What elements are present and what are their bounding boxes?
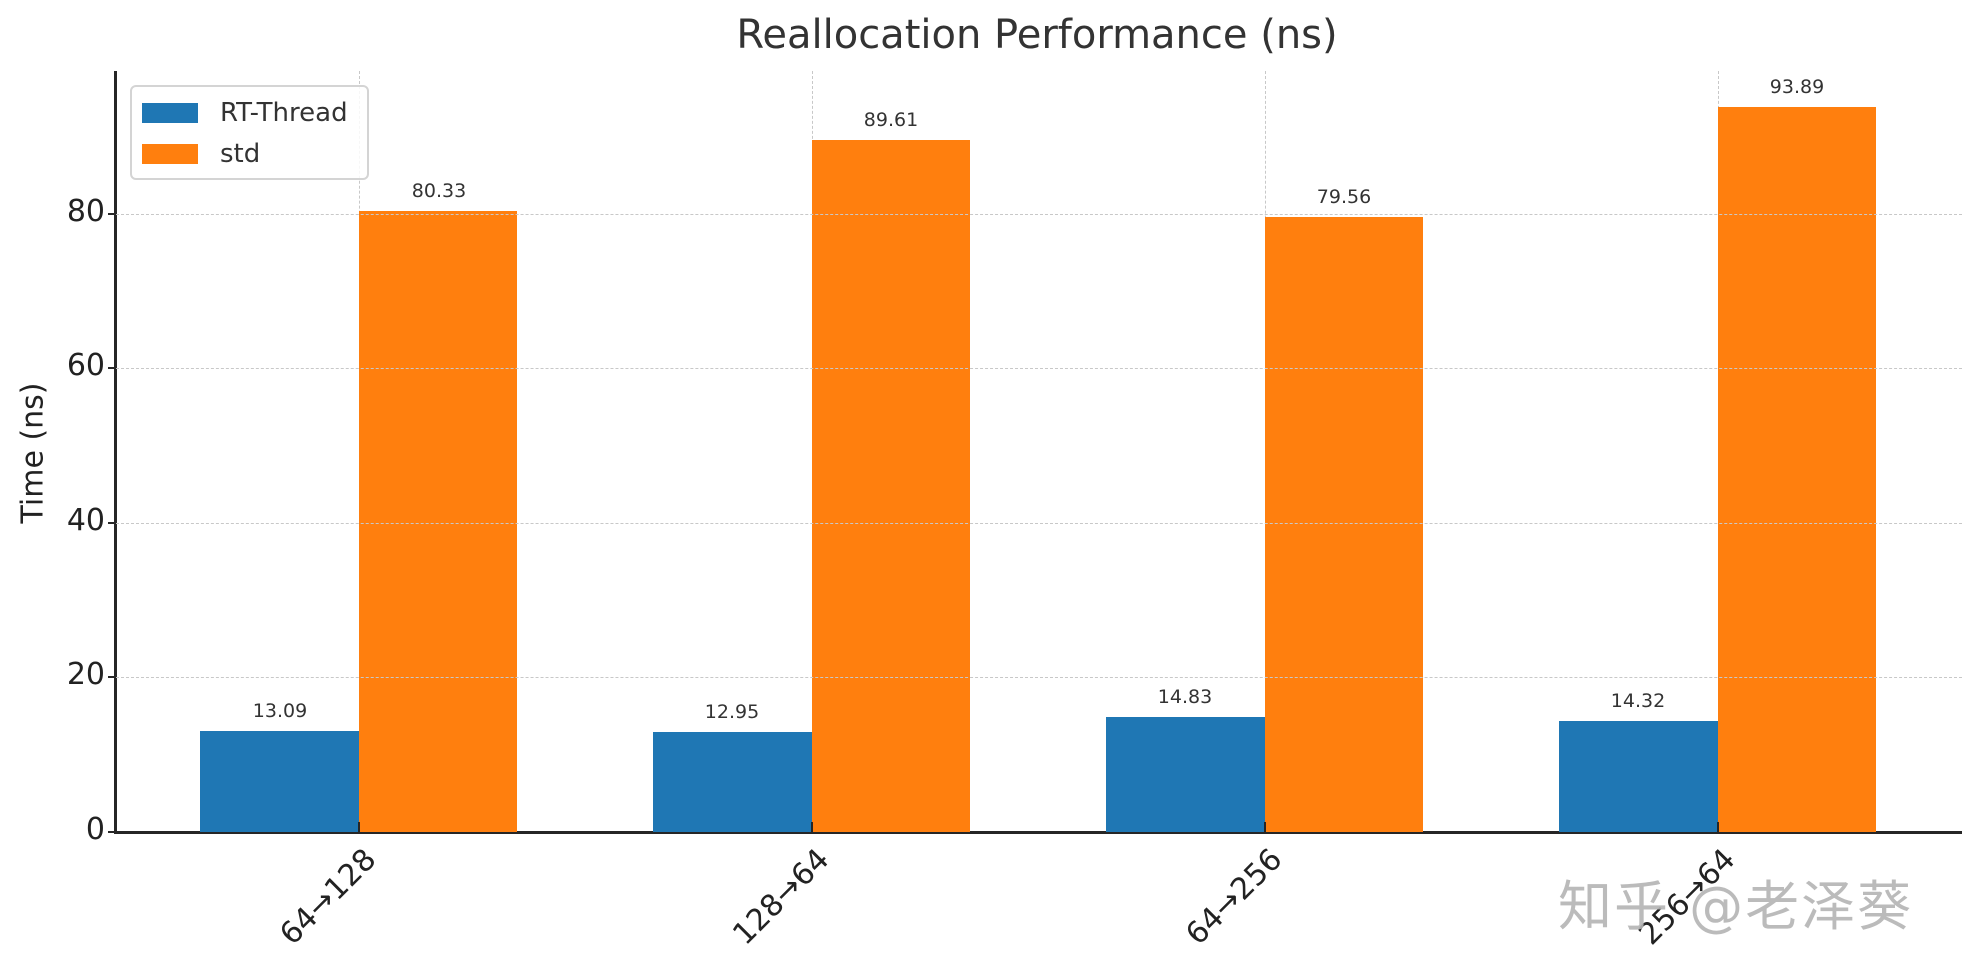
bar-std-256-64 xyxy=(1718,107,1876,832)
x-axis xyxy=(114,831,1962,834)
gridline-y-20 xyxy=(116,677,1962,678)
legend-item-rt-thread: RT-Thread xyxy=(142,98,348,128)
bar-value-label: 79.56 xyxy=(1316,186,1372,208)
chart-title: Reallocation Performance (ns) xyxy=(736,12,1338,58)
y-axis xyxy=(114,71,117,834)
bar-value-label: 13.09 xyxy=(252,700,308,722)
y-tick-label: 0 xyxy=(85,812,105,847)
y-tick-label: 80 xyxy=(66,194,105,229)
bar-value-label: 93.89 xyxy=(1769,76,1825,98)
legend-swatch-std xyxy=(142,144,198,164)
bar-std-128-64 xyxy=(812,140,970,832)
gridline-y-40 xyxy=(116,523,1962,524)
gridline-y-80 xyxy=(116,214,1962,215)
y-tick-label: 20 xyxy=(66,657,105,692)
y-tick-label: 40 xyxy=(66,503,105,538)
bar-rt-thread-128-64 xyxy=(653,732,812,832)
y-tick-mark xyxy=(108,522,115,524)
bar-rt-thread-256-64 xyxy=(1559,721,1718,832)
legend-item-std: std xyxy=(142,139,260,169)
x-tick-mark xyxy=(1717,822,1719,832)
x-tick-mark xyxy=(811,822,813,832)
watermark: 知乎 @老泽葵 xyxy=(1558,875,1914,938)
legend-label-std: std xyxy=(220,139,261,169)
legend-swatch-rt-thread xyxy=(142,103,198,123)
x-tick-mark xyxy=(358,822,360,832)
y-tick-mark xyxy=(108,213,115,215)
y-tick-mark xyxy=(108,676,115,678)
bar-std-64-256 xyxy=(1265,217,1423,832)
legend: RT-Thread std xyxy=(130,85,369,180)
bar-rt-thread-64-128 xyxy=(200,731,359,832)
y-tick-mark xyxy=(108,367,115,369)
bar-value-label: 89.61 xyxy=(863,109,919,131)
bar-value-label: 14.32 xyxy=(1610,690,1666,712)
x-tick-mark xyxy=(1264,822,1266,832)
gridline-y-60 xyxy=(116,368,1962,369)
y-axis-label: Time (ns) xyxy=(15,382,51,524)
y-tick-mark xyxy=(108,831,115,833)
bar-value-label: 14.83 xyxy=(1157,686,1213,708)
x-tick-label: 64→128 xyxy=(273,842,384,953)
bar-value-label: 12.95 xyxy=(704,701,760,723)
y-tick-label: 60 xyxy=(66,348,105,383)
bar-std-64-128 xyxy=(359,211,517,832)
legend-label-rt-thread: RT-Thread xyxy=(220,98,348,128)
x-tick-label: 128→64 xyxy=(726,842,837,953)
x-tick-label: 64→256 xyxy=(1179,842,1290,953)
bar-value-label: 80.33 xyxy=(411,180,467,202)
bar-rt-thread-64-256 xyxy=(1106,717,1265,832)
